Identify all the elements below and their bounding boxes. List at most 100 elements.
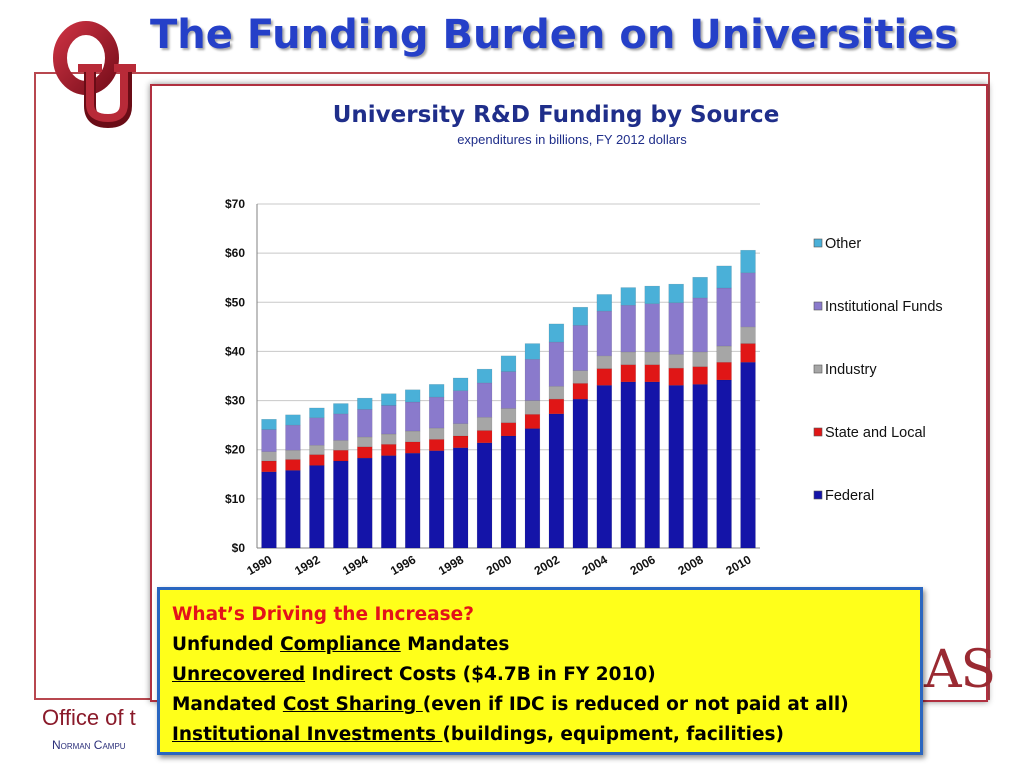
ou-logo-icon [53,21,136,129]
bar-segment-other [405,389,421,403]
bar-segment-state-and-local [405,441,421,454]
slide-title: The Funding Burden on Universities [150,12,959,58]
bar-segment-other [620,287,636,306]
bar-segment-other [692,276,708,299]
y-tick-label: $20 [225,443,245,457]
bar-segment-institutional-funds [572,325,589,371]
x-tick-label: 2004 [580,552,610,578]
bar-segment-industry [548,386,565,400]
bar-segment-federal [428,450,445,549]
bar-segment-institutional-funds [333,413,349,441]
bar-segment-institutional-funds [357,409,373,438]
bar-segment-state-and-local [428,439,445,451]
bar-segment-industry [644,351,660,365]
bar-segment-other [548,323,565,343]
bar-segment-industry [716,345,732,363]
bar-segment-state-and-local [716,361,732,381]
bar-segment-other [572,306,589,326]
bar-segment-institutional-funds [668,302,684,355]
bar-segment-federal [357,457,373,549]
brand-letters: AS [924,640,996,700]
legend-swatch [813,427,823,437]
bar-segment-state-and-local [381,444,397,456]
bar-segment-institutional-funds [620,304,636,353]
bar-segment-federal [548,413,565,549]
bar-segment-federal [620,381,636,549]
bar-segment-institutional-funds [524,359,541,401]
bar-segment-state-and-local [500,422,517,437]
bar-segment-federal [309,465,325,549]
bar-segment-other [644,285,660,305]
legend-label: Industry [825,362,877,378]
legend-label: State and Local [825,425,926,441]
callout-line-compliance: Unfunded Compliance Mandates [172,634,510,655]
x-tick-label: 1998 [436,552,466,578]
bar-segment-other [428,384,445,398]
bar-segment-industry [405,430,421,443]
legend-swatch [813,364,823,374]
y-tick-label: $60 [225,246,245,260]
y-tick-label: $50 [225,295,245,309]
legend-label: Other [825,236,861,252]
y-tick-label: $10 [225,492,245,506]
bar-segment-industry [620,351,636,365]
bar-segment-federal [261,471,277,549]
bar-group [261,249,756,549]
bar-segment-industry [740,326,756,344]
legend-swatch [813,301,823,311]
y-tick-label: $0 [232,541,246,555]
callout-heading: What’s Driving the Increase? [172,604,474,625]
bar-segment-federal [405,452,421,549]
bar-segment-other [452,377,469,391]
chart-subtitle: expenditures in billions, FY 2012 dollar… [457,132,687,147]
legend-label: Federal [825,488,874,504]
bar-segment-institutional-funds [309,417,325,446]
bar-segment-state-and-local [596,368,612,386]
bar-segment-institutional-funds [716,287,732,347]
bar-segment-institutional-funds [452,390,469,424]
callout-line-institutional: Institutional Investments (buildings, eq… [172,724,785,745]
bar-segment-other [357,397,373,410]
bar-segment-institutional-funds [500,371,517,409]
bar-segment-institutional-funds [740,272,756,328]
bar-segment-institutional-funds [381,405,397,435]
bar-segment-industry [333,440,349,451]
bar-segment-other [285,414,301,426]
bar-segment-other [740,249,756,274]
x-tick-label: 1992 [292,552,322,578]
bar-segment-other [381,393,397,406]
bar-segment-other [309,407,325,419]
bar-segment-other [668,283,684,304]
bar-segment-federal [476,442,493,549]
bar-segment-industry [452,423,469,437]
bar-segment-federal [333,460,349,549]
x-tick-label: 2006 [628,552,658,578]
bar-segment-federal [500,435,517,549]
bar-segment-industry [285,449,301,460]
bar-segment-other [596,294,612,312]
bar-segment-state-and-local [740,343,756,363]
bar-segment-institutional-funds [285,424,301,451]
bar-segment-industry [381,433,397,445]
bar-segment-state-and-local [357,446,373,459]
bar-segment-federal [452,447,469,549]
bar-segment-institutional-funds [596,310,612,357]
bar-segment-industry [692,351,708,367]
bar-segment-state-and-local [476,430,493,444]
x-tick-label: 2008 [675,552,705,578]
callout-line-cost-sharing: Mandated Cost Sharing (even if IDC is re… [172,694,849,715]
x-tick-label: 1990 [244,552,274,578]
bar-segment-federal [572,398,589,549]
x-tick-label: 1996 [388,552,418,578]
bar-segment-other [333,403,349,415]
bar-segment-state-and-local [261,460,277,473]
bar-segment-federal [381,455,397,549]
bar-segment-state-and-local [285,459,301,471]
bar-segment-other [261,418,277,430]
bar-segment-federal [740,361,756,549]
x-tick-label: 2010 [723,552,753,578]
bar-segment-federal [285,470,301,549]
bar-segment-institutional-funds [405,401,421,432]
bar-segment-industry [524,400,541,415]
bar-segment-state-and-local [620,364,636,383]
